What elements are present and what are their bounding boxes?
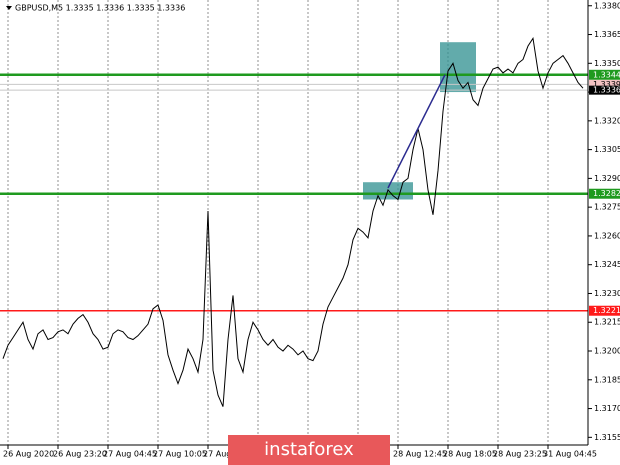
y-tick-label: 1.3290 <box>594 174 620 183</box>
x-tick-label: 26 Aug 2020 <box>3 450 54 459</box>
y-tick-label: 1.3185 <box>594 375 620 384</box>
x-tick-label: 28 Aug 18:05 <box>443 450 497 459</box>
level-label: 1.3344 <box>593 70 620 79</box>
y-tick-label: 1.3320 <box>594 116 620 125</box>
level-label-bg <box>589 188 620 199</box>
y-tick-label: 1.3365 <box>594 30 620 39</box>
y-tick-label: 1.3215 <box>594 318 620 327</box>
chart-title: GBPUSD,M5 1.3335 1.3336 1.3335 1.3336 <box>15 4 185 13</box>
price-label-bg <box>589 85 620 95</box>
x-tick-label: 28 Aug 23:25 <box>493 450 547 459</box>
y-tick-label: 1.3170 <box>594 404 620 413</box>
y-tick-label: 1.3260 <box>594 231 620 240</box>
level-label-bg <box>589 69 620 80</box>
price-label: 1.3339 <box>593 80 620 89</box>
x-tick-label: 28 Aug 12:45 <box>393 450 447 459</box>
level-label-bg <box>589 305 620 316</box>
y-tick-label: 1.3350 <box>594 59 620 68</box>
x-tick-label: 27 Aug 04:45 <box>103 450 157 459</box>
menu-icon <box>6 6 12 10</box>
plot <box>0 36 588 407</box>
x-tick-label: 26 Aug 23:20 <box>53 450 107 459</box>
y-tick-label: 1.3200 <box>594 347 620 356</box>
y-tick-label: 1.3155 <box>594 433 620 442</box>
y-tick-label: 1.3230 <box>594 289 620 298</box>
y-tick-label: 1.3245 <box>594 260 620 269</box>
level-label: 1.3221 <box>593 306 620 315</box>
x-tick-label: 27 Aug <box>203 450 231 459</box>
trend-line <box>387 74 446 189</box>
y-tick-label: 1.3275 <box>594 203 620 212</box>
x-tick-label: 27 Aug 10:05 <box>153 450 207 459</box>
axis-labels: 1.33801.33651.33501.33351.33201.33051.32… <box>3 1 620 459</box>
price-line-series <box>2 36 584 407</box>
price-label-bg <box>589 79 620 89</box>
level-label: 1.3282 <box>593 189 620 198</box>
y-tick-label: 1.3380 <box>594 1 620 10</box>
price-label: 1.3336 <box>593 86 620 95</box>
y-tick-label: 1.3305 <box>594 145 620 154</box>
x-tick-label: 31 Aug 04:45 <box>543 450 597 459</box>
watermark: instaforex <box>264 439 354 460</box>
watermark-box <box>228 435 390 465</box>
